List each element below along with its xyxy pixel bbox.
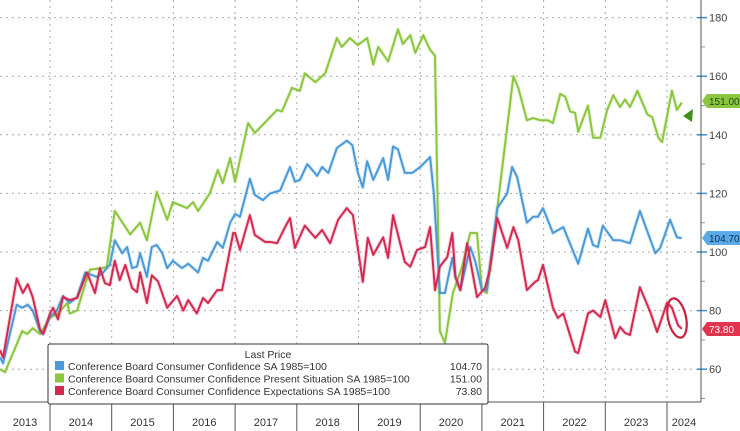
year-label: 2019 [377, 417, 401, 429]
x-axis: 2013 2014 2015 2016 2017 2018 2019 2020 2021 2022… [0, 401, 701, 431]
year-label: 2015 [130, 417, 154, 429]
last-price-value: 151.00 [709, 97, 740, 108]
year-label: 2013 [13, 417, 37, 429]
legend-swatch [55, 361, 64, 370]
year-label: 2022 [562, 417, 586, 429]
y-tick-label: 80 [709, 306, 721, 318]
year-label: 2023 [624, 417, 648, 429]
series-line-present-situation [0, 28, 683, 374]
legend-series-name: Conference Board Consumer Confidence Pre… [68, 374, 410, 386]
legend-title: Last Price [245, 349, 292, 361]
y-tick-label: 140 [709, 130, 727, 142]
legend: Last Price Conference Board Consumer Con… [47, 343, 489, 405]
gridlines [0, 0, 701, 402]
y-tick-label: 180 [709, 13, 727, 25]
legend-last-value: 151.00 [450, 374, 482, 386]
series-lines [0, 27, 684, 375]
year-label: 2018 [315, 417, 339, 429]
legend-series-name: Conference Board Consumer Confidence Exp… [68, 386, 390, 398]
annotations [666, 109, 693, 339]
y-tick-label: 160 [709, 71, 727, 83]
last-price-tag [702, 322, 740, 336]
year-label: 2016 [192, 417, 216, 429]
last-price-tag [702, 94, 740, 108]
legend-swatch [55, 386, 64, 395]
series-glow [0, 27, 684, 375]
legend-box [47, 343, 489, 405]
y-tick-label: 100 [709, 247, 727, 259]
last-price-value: 104.70 [709, 234, 740, 245]
last-price-tag [702, 231, 740, 245]
legend-last-value: 73.80 [456, 386, 482, 398]
year-label: 2017 [254, 417, 278, 429]
red-circle-annotation [666, 297, 688, 339]
last-price-value: 73.80 [709, 325, 734, 336]
green-triangle-marker-icon [683, 109, 693, 122]
y-tick-label: 60 [709, 364, 721, 376]
series-line-expectations [0, 207, 683, 359]
legend-last-value: 104.70 [450, 361, 482, 373]
legend-series-name: Conference Board Consumer Confidence SA … [68, 361, 327, 373]
y-axis: 60 80 100 120 140 160 180 [697, 0, 727, 402]
series-line-total [0, 139, 682, 365]
y-tick-label: 120 [709, 188, 727, 200]
year-label: 2014 [69, 417, 93, 429]
last-price-labels: 151.00 104.70 73.80 [702, 94, 740, 336]
year-label: 2021 [501, 417, 525, 429]
year-label: 2020 [439, 417, 463, 429]
year-label: 2024 [672, 417, 696, 429]
series-glow [0, 206, 684, 360]
legend-swatch [55, 373, 64, 383]
